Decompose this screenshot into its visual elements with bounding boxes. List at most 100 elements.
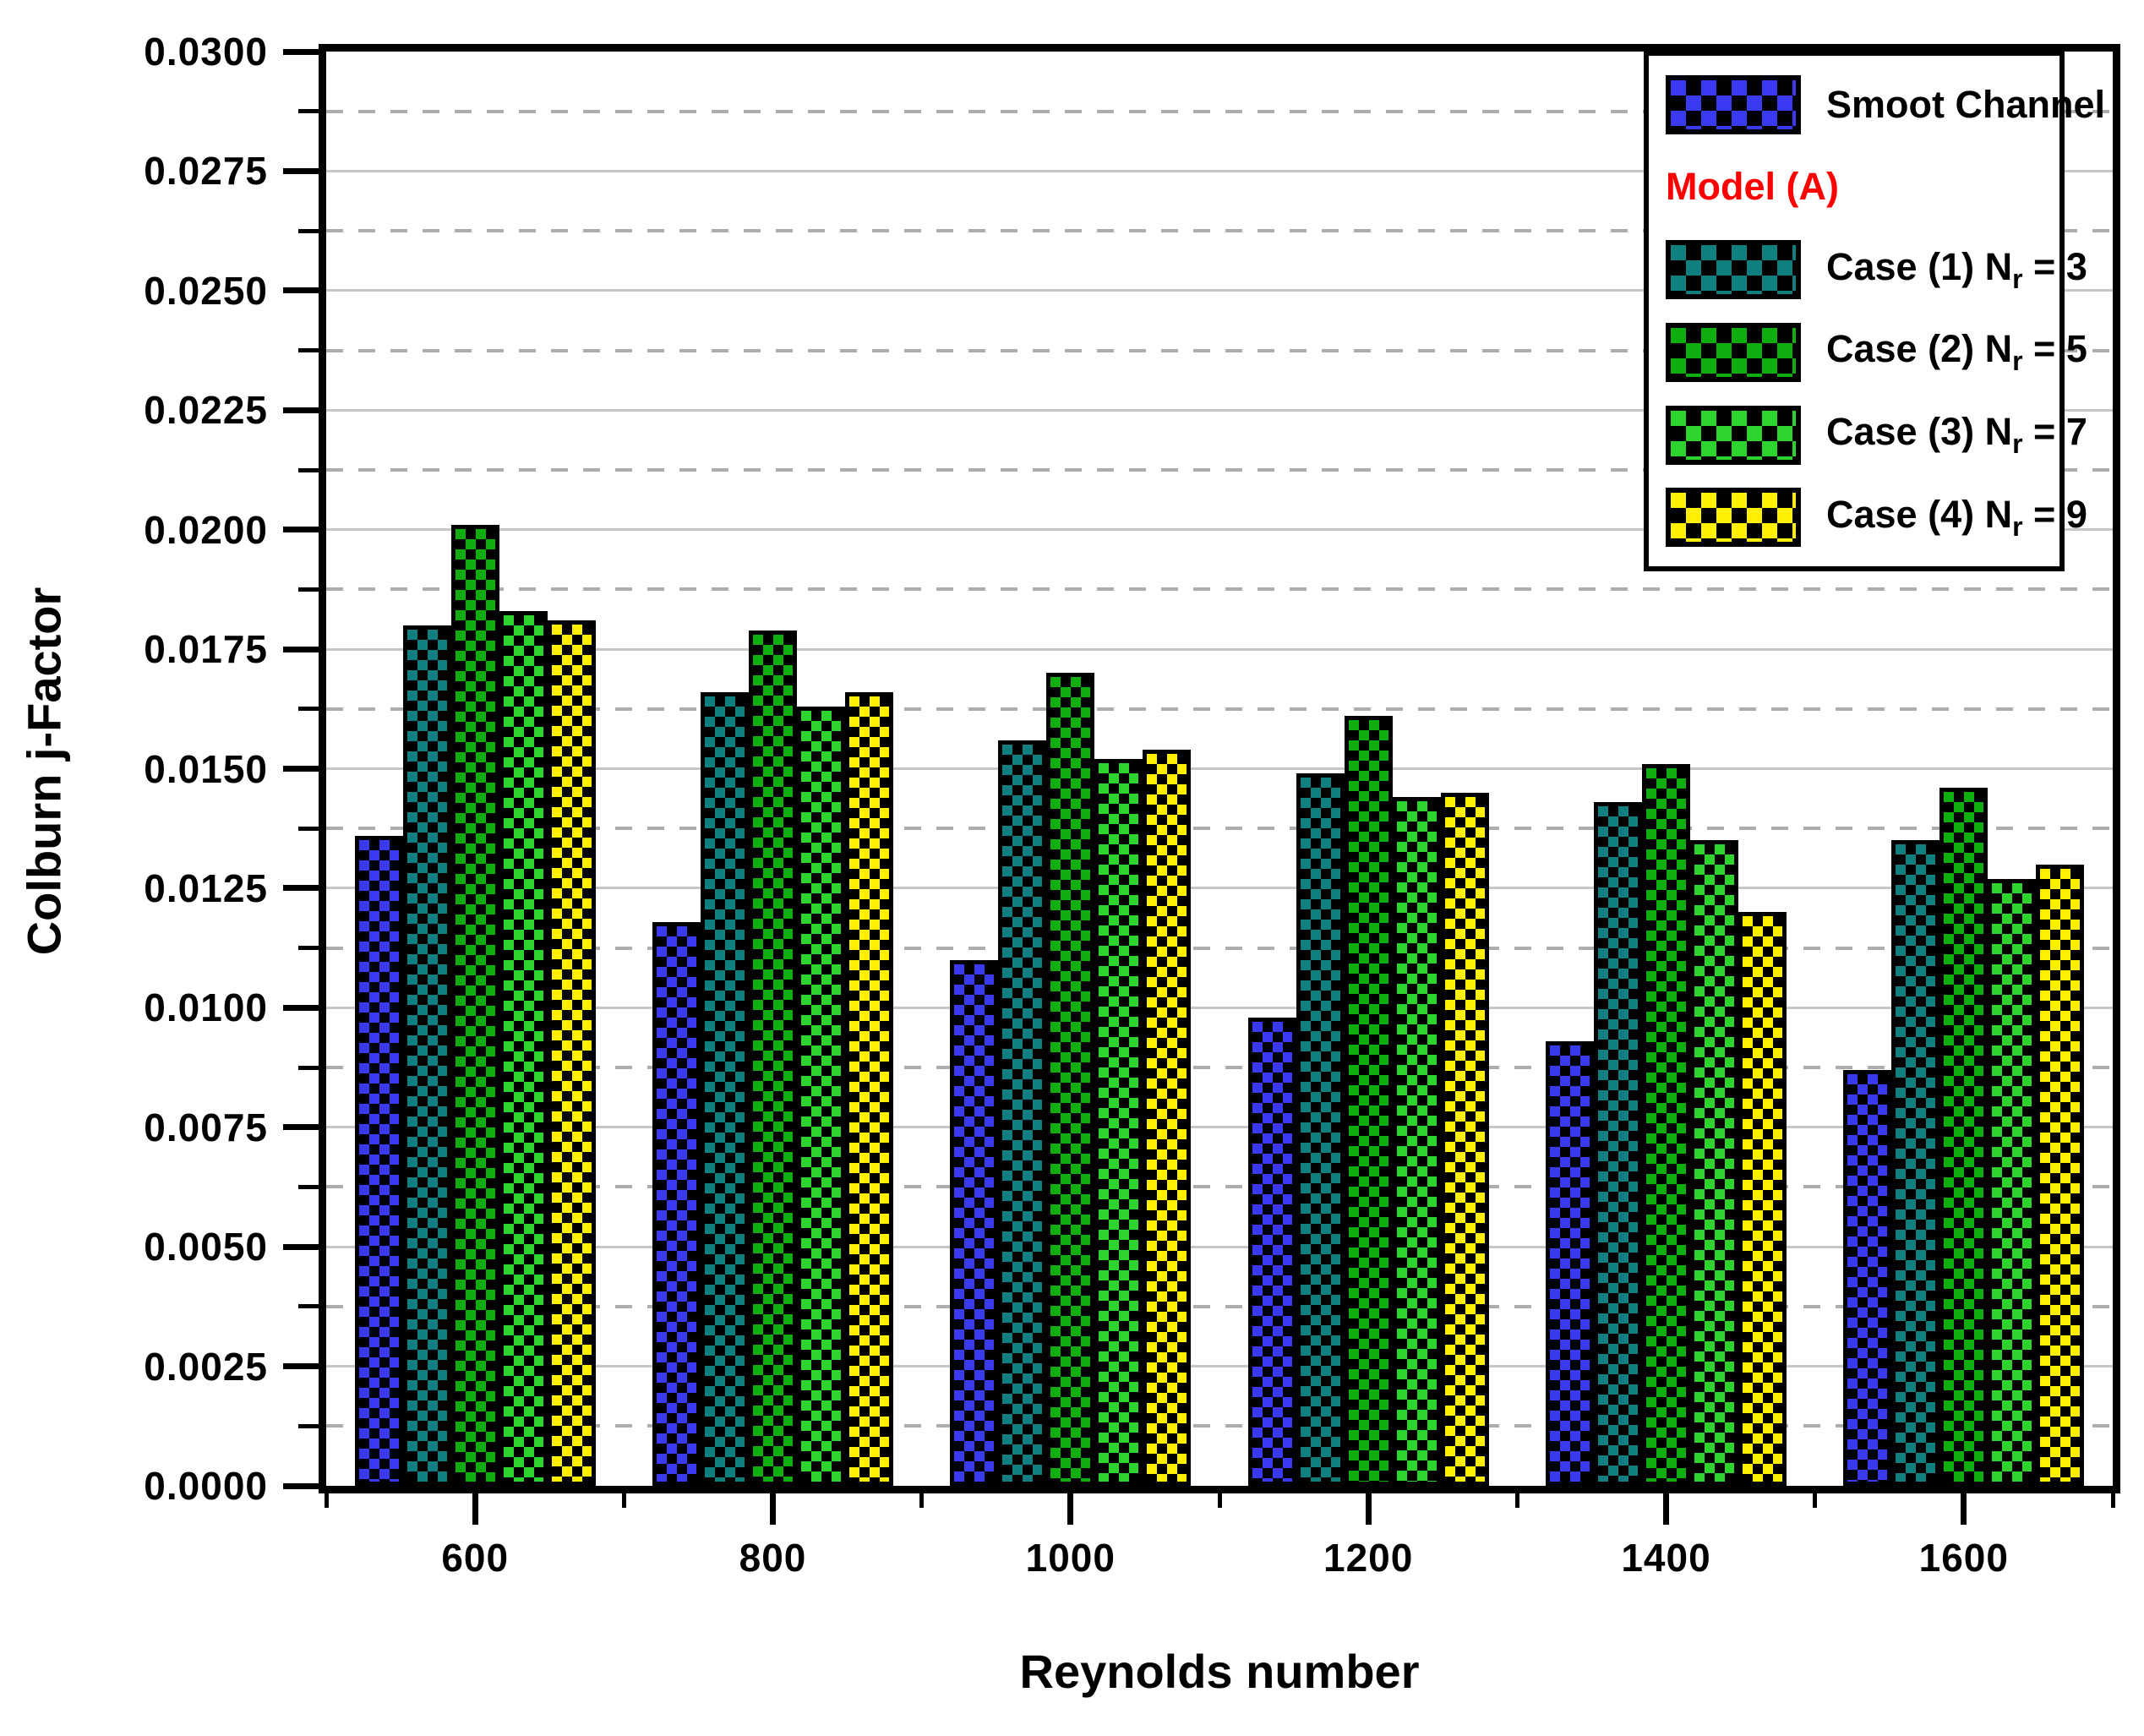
gridline-major <box>326 767 2113 770</box>
bar-case-3-nr-7-re600 <box>499 610 548 1486</box>
legend-row: Case (4) Nr = 9 <box>1666 478 2087 556</box>
y-tick-label: 0.0075 <box>144 1105 268 1149</box>
bar-case-4-nr-9-re600 <box>547 620 596 1486</box>
legend-item-label: Case (1) Nr = 3 <box>1826 244 2087 294</box>
legend-item-label: Case (2) Nr = 5 <box>1826 327 2087 377</box>
y-tick-label: 0.0250 <box>144 268 268 313</box>
bar-case-2-nr-5-re600 <box>450 525 499 1486</box>
bar-smoot-channel-re1600 <box>1843 1069 1892 1486</box>
bar-case-2-nr-5-re1200 <box>1344 716 1393 1486</box>
bar-smoot-channel-re1400 <box>1546 1040 1594 1486</box>
bar-case-1-nr-3-re600 <box>402 625 451 1486</box>
x-major-tick <box>1365 1486 1372 1525</box>
bar-smoot-channel-re1000 <box>950 959 999 1486</box>
y-major-tick <box>283 885 319 892</box>
bar-smoot-channel-re600 <box>354 835 403 1486</box>
y-minor-tick <box>298 946 319 951</box>
y-major-tick <box>283 1363 319 1370</box>
legend-row: Case (2) Nr = 5 <box>1666 314 2087 391</box>
gridline-minor <box>326 1424 2113 1428</box>
y-major-tick <box>283 407 319 413</box>
y-tick-label: 0.0050 <box>144 1225 268 1269</box>
x-tick-label: 1600 <box>1918 1536 2009 1580</box>
x-minor-tick <box>324 1486 329 1508</box>
x-tick-label: 1200 <box>1323 1536 1414 1580</box>
legend: Smoot Channel Model (A) Case (1) Nr = 3 Cas… <box>1644 51 2105 571</box>
bar-case-4-nr-9-re1200 <box>1440 792 1489 1486</box>
x-minor-tick <box>1813 1486 1818 1508</box>
bar-case-1-nr-3-re1600 <box>1891 840 1940 1486</box>
gridline-minor <box>326 1304 2113 1308</box>
y-major-tick <box>283 48 319 55</box>
gridline-minor <box>326 109 2113 113</box>
y-minor-tick <box>298 1065 319 1070</box>
bar-case-2-nr-5-re800 <box>749 630 797 1486</box>
x-major-tick <box>770 1486 776 1525</box>
bar-case-3-nr-7-re1400 <box>1690 840 1738 1486</box>
legend-swatch <box>1666 74 1801 134</box>
legend-swatch <box>1666 240 1801 300</box>
legend-swatch <box>1666 405 1801 465</box>
y-minor-tick <box>298 1185 319 1189</box>
gridline-minor <box>326 348 2113 352</box>
gridline-major <box>326 1245 2113 1248</box>
plot-inner <box>326 52 2113 1486</box>
gridline-major <box>326 647 2113 651</box>
bar-case-4-nr-9-re800 <box>845 692 893 1486</box>
y-tick-label: 0.0300 <box>144 30 268 74</box>
x-tick-label: 1400 <box>1621 1536 1711 1580</box>
x-major-tick <box>1663 1486 1669 1525</box>
y-minor-tick <box>298 1423 319 1428</box>
gridline-minor <box>326 467 2113 472</box>
gridline-major <box>326 1365 2113 1368</box>
bar-case-1-nr-3-re1000 <box>998 740 1047 1486</box>
legend-row: Model (A) <box>1666 148 2059 226</box>
gridline-minor <box>326 946 2113 950</box>
legend-item-label: Case (4) Nr = 9 <box>1826 492 2087 542</box>
y-minor-tick <box>298 228 319 233</box>
y-minor-tick <box>298 707 319 712</box>
x-minor-tick <box>621 1486 626 1508</box>
gridline-major <box>326 408 2113 412</box>
bar-case-3-nr-7-re800 <box>797 707 845 1486</box>
gridline-major <box>326 1006 2113 1009</box>
y-tick-label: 0.0225 <box>144 388 268 433</box>
x-minor-tick <box>1514 1486 1519 1508</box>
y-minor-tick <box>298 348 319 352</box>
x-tick-label: 600 <box>441 1536 510 1580</box>
x-tick-label: 800 <box>739 1536 807 1580</box>
x-major-tick <box>1067 1486 1074 1525</box>
gridline-major <box>326 1126 2113 1129</box>
bar-smoot-channel-re1200 <box>1247 1017 1296 1486</box>
gridline-minor <box>326 229 2113 233</box>
y-tick-label: 0.0125 <box>144 865 268 910</box>
y-major-tick <box>283 766 319 772</box>
bar-smoot-channel-re800 <box>652 921 701 1486</box>
legend-item-label: Smoot Channel <box>1826 82 2106 126</box>
legend-swatch <box>1666 322 1801 382</box>
legend-header-label: Model (A) <box>1666 165 1839 209</box>
bar-case-1-nr-3-re1400 <box>1594 802 1642 1486</box>
y-tick-label: 0.0175 <box>144 627 268 672</box>
legend-row: Case (1) Nr = 3 <box>1666 231 2087 308</box>
y-major-tick <box>283 1243 319 1250</box>
y-major-tick <box>283 1124 319 1131</box>
bar-case-1-nr-3-re1200 <box>1296 773 1345 1486</box>
x-minor-tick <box>1217 1486 1222 1508</box>
gridline-major <box>326 169 2113 172</box>
y-major-tick <box>283 1004 319 1011</box>
y-tick-label: 0.0025 <box>144 1344 268 1389</box>
y-major-tick <box>283 527 319 533</box>
gridline-major <box>326 528 2113 532</box>
y-minor-tick <box>298 1304 319 1309</box>
y-minor-tick <box>298 826 319 831</box>
gridline-minor <box>326 1066 2113 1070</box>
legend-row: Smoot Channel <box>1666 66 2105 144</box>
y-minor-tick <box>298 109 319 114</box>
gridline-minor <box>326 1185 2113 1189</box>
y-major-tick <box>283 1482 319 1489</box>
bar-case-2-nr-5-re1400 <box>1642 763 1690 1486</box>
x-minor-tick <box>2110 1486 2115 1508</box>
bar-case-4-nr-9-re1600 <box>2036 864 2085 1486</box>
y-tick-label: 0.0275 <box>144 149 268 194</box>
